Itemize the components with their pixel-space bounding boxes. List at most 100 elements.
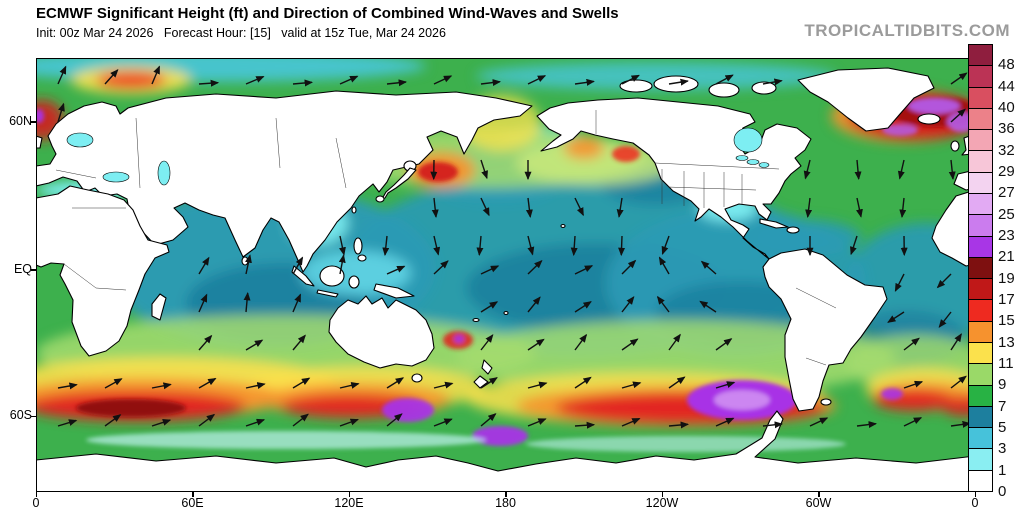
wave-direction-arrow: [621, 259, 637, 275]
fiji: [503, 310, 509, 316]
wave-direction-arrow: [292, 79, 314, 87]
kyushu: [375, 195, 385, 203]
wave-direction-arrow: [805, 197, 813, 219]
wave-direction-arrow: [151, 382, 172, 390]
wave-direction-arrows: [57, 65, 971, 429]
philippines: [353, 237, 363, 255]
colorbar-cell: [969, 130, 992, 152]
sumatra: [291, 265, 315, 287]
wave-direction-arrow: [856, 197, 863, 218]
x-axis-tick-mark: [505, 492, 507, 497]
wave-direction-arrow: [715, 381, 736, 389]
colorbar-cell: [969, 45, 992, 67]
colorbar-tick-label: 3: [998, 440, 1007, 458]
wave-direction-arrow: [104, 414, 122, 427]
wave-direction-arrow: [621, 338, 639, 351]
wave-direction-arrow: [527, 418, 547, 427]
wave-direction-arrow: [245, 339, 264, 351]
wave-direction-arrow: [245, 382, 266, 389]
wave-direction-arrow: [151, 65, 161, 85]
java: [316, 289, 339, 298]
new-guinea: [373, 283, 415, 299]
colorbar-tick-label: 0: [998, 483, 1007, 500]
tasmania: [411, 373, 423, 383]
colorbar-tick-label: 21: [998, 248, 1015, 266]
x-axis-tick-label: 120E: [334, 496, 364, 510]
wave-direction-arrow: [433, 260, 449, 275]
wave-direction-arrow: [668, 78, 689, 86]
great-lake-2: [746, 159, 760, 165]
colorbar-tick-label: 5: [998, 419, 1007, 436]
continents: [36, 67, 975, 492]
colorbar-cell: [969, 385, 992, 407]
wave-direction-arrow: [480, 159, 488, 180]
ireland: [950, 140, 960, 152]
wave-direction-arrow: [480, 334, 494, 351]
colorbar-tick-label: 44: [998, 77, 1015, 95]
sulawesi: [348, 275, 360, 289]
wave-direction-arrow: [198, 293, 208, 313]
colorbar-cell: [969, 406, 992, 429]
wave-direction-arrow: [936, 273, 952, 289]
wave-direction-arrow: [699, 300, 717, 313]
wave-direction-arrow: [433, 75, 453, 85]
wave-direction-arrow: [938, 311, 952, 328]
wave-direction-arrow: [661, 235, 670, 255]
taiwan: [351, 206, 357, 214]
black-sea: [102, 171, 130, 183]
wave-direction-arrow: [656, 295, 670, 313]
wave-direction-arrow: [715, 74, 734, 85]
x-axis-tick-mark: [974, 492, 976, 497]
arctic-island-3: [708, 82, 740, 98]
wave-direction-arrow: [433, 418, 453, 427]
wave-direction-arrow: [903, 380, 924, 389]
map-canvas: [36, 58, 975, 492]
wave-direction-arrow: [574, 421, 596, 429]
colorbar-cell: [969, 321, 992, 343]
wave-direction-arrow: [480, 413, 497, 427]
colorbar-tick-label: 32: [998, 141, 1015, 159]
wave-direction-arrow: [245, 418, 266, 427]
caspian-sea: [157, 160, 171, 186]
new-zealand-south: [473, 375, 489, 389]
wave-direction-arrow: [903, 417, 923, 427]
wave-direction-arrow: [887, 311, 905, 323]
colorbar: [968, 44, 993, 492]
wave-direction-arrow: [339, 75, 359, 85]
wave-direction-arrow: [480, 265, 500, 275]
x-axis-tick-mark: [348, 492, 350, 497]
wave-direction-arrow: [57, 382, 78, 390]
antarctica: [36, 410, 975, 492]
page-title: ECMWF Significant Height (ft) and Direct…: [36, 5, 619, 22]
wave-direction-arrow: [198, 79, 220, 87]
colorbar-tick-label: 36: [998, 120, 1015, 138]
arctic-island-4: [751, 81, 777, 95]
hispaniola: [786, 226, 800, 234]
colorbar-tick-label: 7: [998, 397, 1007, 415]
wave-direction-arrow: [621, 296, 635, 313]
wave-direction-arrow: [668, 333, 681, 351]
x-axis-tick-label: 60W: [805, 496, 832, 510]
colorbar-tick-label: 17: [998, 291, 1015, 308]
wave-direction-arrow: [198, 413, 216, 427]
world-wave-map: [36, 58, 975, 492]
colorbar-tick-label: 29: [998, 163, 1015, 180]
colorbar-cell: [969, 87, 992, 109]
africa: [36, 185, 170, 357]
wave-direction-arrow: [525, 197, 533, 219]
x-axis-tick-label: 180: [495, 496, 516, 510]
wave-direction-arrow: [658, 256, 670, 275]
great-lake-3: [758, 162, 770, 168]
hawaii: [560, 223, 566, 229]
wave-direction-arrow: [621, 381, 642, 389]
wave-direction-arrow: [621, 74, 640, 85]
colorbar-cell: [969, 257, 992, 280]
new-caledonia: [472, 317, 480, 323]
wave-direction-arrow: [762, 421, 784, 429]
wave-direction-arrow: [104, 69, 119, 85]
wave-direction-arrow: [386, 377, 405, 389]
wave-direction-arrow: [854, 159, 862, 181]
tropicaltidbits-watermark: TROPICALTIDBITS.COM: [804, 21, 1010, 40]
wave-direction-arrow: [57, 102, 65, 123]
x-axis-tick-mark: [35, 492, 37, 497]
